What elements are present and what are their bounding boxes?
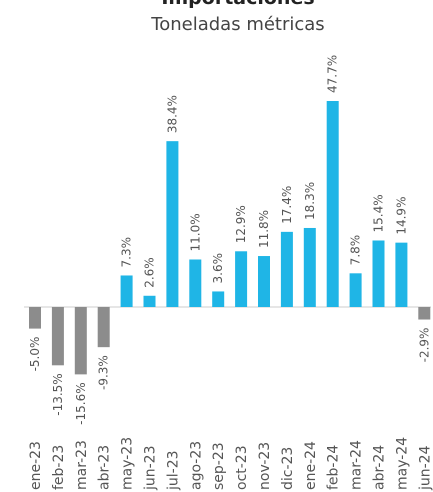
x-tick-label: may-24 <box>394 437 410 490</box>
x-tick-label: ene-23 <box>28 441 44 490</box>
x-tick-label: jun-23 <box>143 445 159 491</box>
x-tick-label: feb-23 <box>51 445 67 490</box>
data-label: 38.4% <box>165 95 179 133</box>
data-label: 15.4% <box>372 194 386 232</box>
bar <box>29 307 41 329</box>
x-tick-label: abr-23 <box>97 445 113 490</box>
bar <box>120 275 133 307</box>
x-tick-label: mar-24 <box>349 440 365 490</box>
bar <box>280 231 293 307</box>
bar <box>235 251 248 307</box>
bar <box>418 307 431 320</box>
data-label: 11.8% <box>257 210 271 248</box>
data-label: 18.3% <box>303 182 317 220</box>
chart-subtitle: Toneladas métricas <box>150 14 324 35</box>
x-tick-label: may-23 <box>120 437 136 490</box>
data-label: 47.7% <box>326 55 340 93</box>
data-label: 14.9% <box>394 197 408 235</box>
x-tick-label: ago-23 <box>188 441 204 490</box>
bar <box>258 256 270 307</box>
bar <box>372 240 385 307</box>
chart-title: Importaciones <box>161 0 314 9</box>
x-tick-label: oct-23 <box>234 445 250 490</box>
data-label: -15.6% <box>74 382 88 424</box>
bar <box>303 227 316 307</box>
x-tick-label: feb-24 <box>326 445 342 490</box>
bar <box>51 307 64 366</box>
x-tick-label: abr-24 <box>372 445 388 490</box>
bar <box>74 307 87 375</box>
data-label: -2.9% <box>417 328 431 363</box>
data-label: 17.4% <box>280 186 294 224</box>
x-tick-label: ene-24 <box>303 441 319 490</box>
x-tick-label: jun-24 <box>417 445 433 491</box>
x-tick-label: sep-23 <box>211 442 227 490</box>
data-label: 7.8% <box>349 235 363 266</box>
data-label: 2.6% <box>143 257 157 288</box>
data-label: 12.9% <box>234 205 248 243</box>
x-tick-label: jul-23 <box>165 450 181 491</box>
bar <box>349 273 362 307</box>
data-label: 11.0% <box>188 213 202 251</box>
x-tick-label: mar-23 <box>74 440 90 490</box>
data-label: 3.6% <box>211 253 225 284</box>
bar <box>189 259 202 307</box>
bar <box>212 291 225 307</box>
data-label: -13.5% <box>51 373 65 415</box>
bar <box>166 141 179 307</box>
bar <box>143 295 156 307</box>
x-tick-label: dic-23 <box>280 447 296 490</box>
data-label: -5.0% <box>28 337 42 372</box>
bar <box>395 242 408 307</box>
bar <box>326 101 339 307</box>
data-label: -9.3% <box>97 355 111 390</box>
data-label: 7.3% <box>120 237 134 268</box>
bar <box>97 307 110 348</box>
x-tick-label: nov-23 <box>257 442 273 490</box>
